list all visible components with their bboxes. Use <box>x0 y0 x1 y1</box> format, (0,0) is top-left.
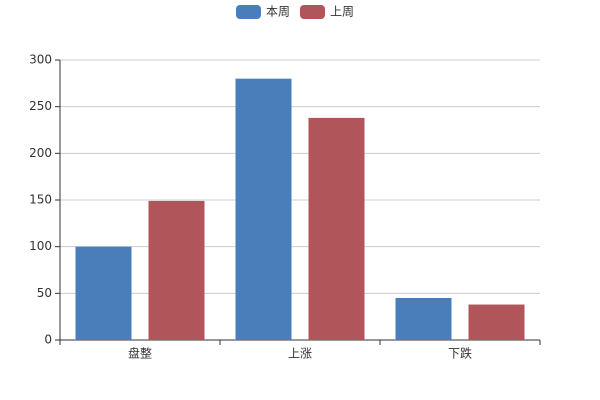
bar <box>75 246 132 340</box>
y-tick-label: 150 <box>29 193 52 207</box>
bar <box>395 298 452 340</box>
y-tick-label: 0 <box>44 333 52 347</box>
bar <box>235 78 292 341</box>
y-tick-label: 300 <box>29 53 52 67</box>
legend-swatch <box>236 5 261 19</box>
y-tick-label: 100 <box>29 239 52 253</box>
bar <box>148 200 205 340</box>
legend-item[interactable]: 上周 <box>300 5 354 20</box>
y-tick-label: 250 <box>29 99 52 113</box>
x-tick-label: 盘整 <box>128 346 152 361</box>
legend-label: 上周 <box>330 5 354 19</box>
y-tick-label: 50 <box>37 286 52 300</box>
y-tick-label: 200 <box>29 146 52 160</box>
legend-label: 本周 <box>266 5 290 19</box>
legend-swatch <box>300 5 325 19</box>
x-tick-label: 上涨 <box>288 346 312 361</box>
legend-item[interactable]: 本周 <box>236 5 290 20</box>
bar <box>468 304 525 340</box>
bar <box>308 117 365 340</box>
x-tick-label: 下跌 <box>448 346 472 361</box>
